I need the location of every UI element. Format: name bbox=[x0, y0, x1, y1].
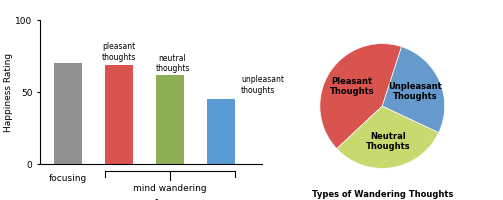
Text: Unpleasant
Thoughts: Unpleasant Thoughts bbox=[389, 82, 442, 101]
Text: neutral
thoughts: neutral thoughts bbox=[155, 54, 190, 73]
Bar bbox=[105, 65, 133, 164]
Text: pleasant
thoughts: pleasant thoughts bbox=[102, 42, 136, 62]
Text: mind wandering: mind wandering bbox=[133, 184, 207, 193]
Bar bbox=[207, 99, 235, 164]
Wedge shape bbox=[320, 44, 401, 149]
Text: Pleasant
Thoughts: Pleasant Thoughts bbox=[329, 77, 374, 96]
Wedge shape bbox=[382, 47, 445, 133]
Bar bbox=[156, 75, 184, 164]
Text: Chart 2: Chart 2 bbox=[145, 199, 195, 200]
Text: focusing: focusing bbox=[49, 174, 88, 183]
Y-axis label: Happiness Rating: Happiness Rating bbox=[4, 52, 13, 132]
Text: unpleasant
thoughts: unpleasant thoughts bbox=[241, 75, 284, 95]
Bar bbox=[54, 63, 82, 164]
Text: Neutral
Thoughts: Neutral Thoughts bbox=[366, 132, 410, 151]
Text: Types of Wandering Thoughts: Types of Wandering Thoughts bbox=[311, 190, 453, 199]
Wedge shape bbox=[337, 106, 439, 168]
